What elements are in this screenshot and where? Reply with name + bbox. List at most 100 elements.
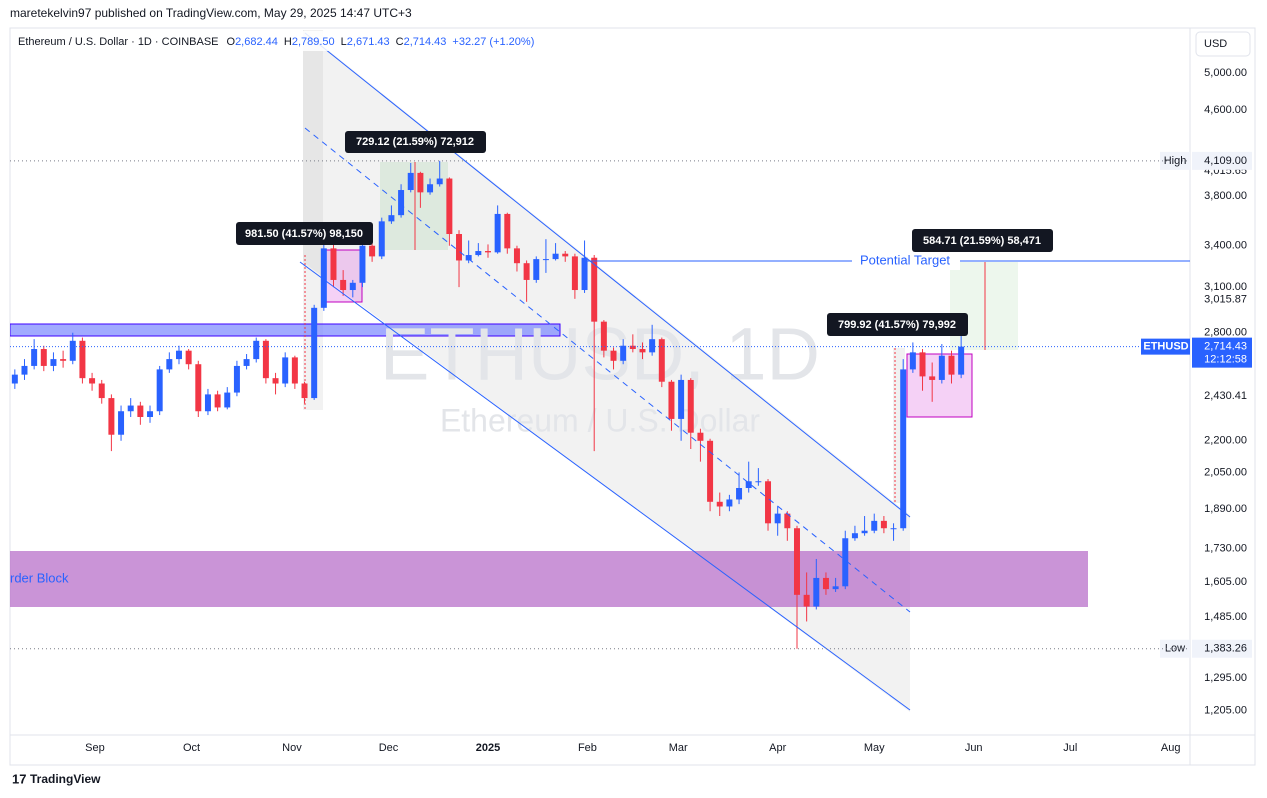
byline: maretekelvin97 published on TradingView.… xyxy=(10,6,412,20)
candle-body xyxy=(147,411,154,417)
candle-body xyxy=(166,359,173,370)
candle-body xyxy=(224,392,231,408)
candle-body xyxy=(262,340,269,379)
y-tick-label: 3,100.00 xyxy=(1204,281,1247,293)
candle-body xyxy=(475,251,482,256)
candle-body xyxy=(89,378,96,384)
y-tick-label: 2,200.00 xyxy=(1204,435,1247,447)
x-tick-label: Mar xyxy=(669,742,688,754)
candle-body xyxy=(398,190,405,216)
legend: Ethereum / U.S. Dollar · 1D · COINBASE O2… xyxy=(18,36,534,48)
price-label: 2,430.41 xyxy=(1204,390,1247,402)
candle-body xyxy=(320,248,327,308)
candle-body xyxy=(233,365,240,393)
candle-body xyxy=(291,357,298,384)
candle-body xyxy=(639,349,646,353)
candle-body xyxy=(118,411,125,435)
candle-body xyxy=(687,379,694,433)
annotation: 729.12 (21.59%) 72,912 xyxy=(356,136,474,148)
x-tick-label: Sep xyxy=(85,742,105,754)
candle-body xyxy=(359,245,366,283)
target-label: Potential Target xyxy=(860,252,950,267)
candle-body xyxy=(243,359,250,366)
price-label: 3,015.87 xyxy=(1204,293,1247,305)
candle-body xyxy=(900,369,907,529)
last-price: 2,714.43 xyxy=(1204,341,1247,353)
candle-body xyxy=(649,339,656,353)
candle-body xyxy=(880,520,887,529)
legend-value: 2,714.43 xyxy=(404,36,447,48)
candle-body xyxy=(465,255,472,261)
candle-body xyxy=(137,405,144,417)
legend-bg xyxy=(12,31,572,51)
candle-body xyxy=(581,257,588,291)
candle-body xyxy=(156,369,163,412)
symbol-tag: ETHUSD xyxy=(1143,341,1188,353)
candle-body xyxy=(446,178,453,235)
candle-body xyxy=(378,221,385,257)
candle-body xyxy=(707,440,714,502)
label-bg xyxy=(852,252,960,270)
candle-body xyxy=(765,481,772,524)
candle-body xyxy=(629,345,636,350)
candles xyxy=(11,160,965,649)
candle-body xyxy=(456,234,463,261)
y-tick-label: 1,890.00 xyxy=(1204,503,1247,515)
watermark-subtitle: Ethereum / U.S. Dollar xyxy=(440,402,760,438)
candle-body xyxy=(542,259,549,261)
currency-button[interactable] xyxy=(1195,31,1251,57)
x-tick-label: Dec xyxy=(379,742,399,754)
annotation-box xyxy=(345,131,486,153)
low-value-bg xyxy=(1192,639,1252,658)
candle-body xyxy=(861,530,868,534)
candle-body xyxy=(21,365,28,375)
candle-body xyxy=(253,340,260,360)
x-tick-label: Aug xyxy=(1161,742,1181,754)
legend-change: +32.27 (+1.20%) xyxy=(452,36,534,48)
annotation: 799.92 (41.57%) 79,992 xyxy=(838,319,956,331)
annotation-box xyxy=(912,229,1053,252)
candle-body xyxy=(929,376,936,380)
candle-body xyxy=(282,357,289,384)
y-tick-label: 3,800.00 xyxy=(1204,190,1247,202)
candle-body xyxy=(214,394,221,408)
candle-body xyxy=(504,213,511,249)
candle-body xyxy=(938,355,945,380)
x-tick-label: Jul xyxy=(1063,742,1077,754)
low-tag: Low xyxy=(1165,643,1185,655)
price-label-bg xyxy=(1192,291,1252,308)
candle-body xyxy=(571,256,578,291)
legend-key: C xyxy=(396,36,404,48)
range-shade xyxy=(303,30,323,410)
candle-body xyxy=(562,253,569,257)
y-tick-label: 3,400.00 xyxy=(1204,240,1247,252)
candle-body xyxy=(716,501,723,507)
candle-body xyxy=(175,350,182,360)
y-tick-label: 1,205.00 xyxy=(1204,704,1247,716)
channel-line xyxy=(304,32,911,518)
candle-body xyxy=(272,378,279,384)
candle-body xyxy=(822,577,829,590)
candle-body xyxy=(909,352,916,370)
candle-body xyxy=(427,184,434,193)
legend-key: L xyxy=(341,36,347,48)
channel-midline xyxy=(304,127,911,613)
candle-body xyxy=(494,213,501,253)
candle-body xyxy=(784,513,791,529)
candle-body xyxy=(871,520,878,531)
candle-body xyxy=(890,528,897,530)
currency: USD xyxy=(1204,38,1227,50)
candle-body xyxy=(60,359,67,361)
candle-body xyxy=(195,364,202,412)
candle-body xyxy=(11,374,18,384)
x-tick-label: May xyxy=(864,742,885,754)
candle-body xyxy=(726,499,733,507)
candle-body xyxy=(417,172,424,193)
candle-body xyxy=(108,398,115,435)
measure-box xyxy=(380,162,448,250)
low-value: 1,383.26 xyxy=(1204,643,1247,655)
candle-body xyxy=(832,586,839,590)
candle-body xyxy=(755,481,762,483)
